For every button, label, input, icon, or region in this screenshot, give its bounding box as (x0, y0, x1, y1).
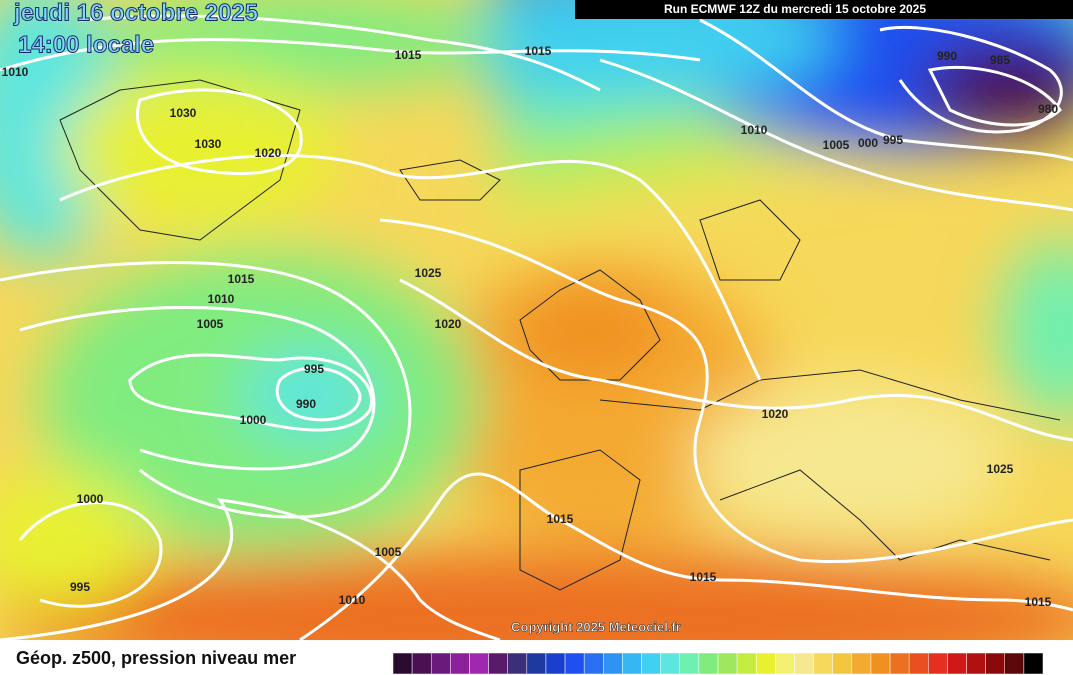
isobars (0, 14, 1073, 642)
isobar-label: 1005 (197, 317, 224, 331)
color-swatch (583, 652, 604, 675)
run-info: Run ECMWF 12Z du mercredi 15 octobre 202… (664, 2, 926, 16)
color-swatch (813, 652, 833, 675)
color-swatch (908, 652, 929, 675)
color-swatch (564, 652, 585, 675)
color-swatch (679, 652, 700, 675)
color-swatch (469, 652, 489, 675)
color-swatch (622, 652, 642, 675)
isobar-label: 1005 (823, 138, 850, 152)
isobar-label: 1015 (547, 512, 574, 526)
isobar-label: 1030 (170, 106, 197, 120)
isobar-label: 1015 (525, 44, 552, 58)
isobar-label: 000 (858, 136, 878, 150)
isobar-label: 1015 (690, 570, 717, 584)
color-swatch (832, 652, 853, 675)
color-swatch (430, 652, 451, 675)
isobar-label: 1015 (395, 48, 422, 62)
color-swatch (794, 652, 814, 675)
color-swatch (488, 652, 508, 675)
isobar-label: 990 (296, 397, 316, 411)
color-swatch (889, 652, 910, 675)
color-swatch (526, 652, 547, 675)
color-scale (392, 652, 1044, 675)
isobar-label: 1010 (339, 593, 366, 607)
color-swatch (717, 652, 738, 675)
copyright: Copyright 2025 Meteociel.fr (511, 619, 681, 634)
isobar-label: 1010 (2, 65, 29, 79)
isobar-labels: 1010 1015 1015 990 985 980 1030 1030 1020 1010 100… (2, 44, 1059, 609)
isobar-label: 1010 (741, 123, 768, 137)
isobar-label: 995 (70, 580, 90, 594)
isobar-label: 1025 (987, 462, 1014, 476)
color-swatch (870, 652, 891, 675)
color-swatch (603, 652, 623, 675)
color-swatch (698, 652, 719, 675)
color-swatch (1004, 652, 1025, 675)
isobar-label: 1015 (1025, 595, 1052, 609)
color-swatch (985, 652, 1006, 675)
color-swatch (545, 652, 566, 675)
color-swatch (966, 652, 986, 675)
date-title: jeudi 16 octobre 2025 (13, 0, 258, 26)
isobar-label: 985 (990, 53, 1010, 67)
coastlines (59, 79, 1061, 591)
color-swatch (851, 652, 872, 675)
color-swatch (1023, 652, 1044, 675)
isobar-label: 1000 (240, 413, 267, 427)
run-banner (575, 0, 1073, 19)
isobar-label: 1020 (255, 146, 282, 160)
color-swatch (755, 652, 776, 675)
footer-title: Géop. z500, pression niveau mer (16, 648, 296, 668)
color-swatch (775, 652, 795, 675)
isobar-label: 1000 (77, 492, 104, 506)
color-swatch (928, 652, 948, 675)
isobar-label: 980 (1038, 102, 1058, 116)
color-swatch (411, 652, 432, 675)
isobar-label: 995 (883, 133, 903, 147)
isobar-label: 1025 (415, 266, 442, 280)
color-swatch (947, 652, 967, 675)
time-title: 14:00 locale (18, 31, 154, 58)
isobar-label: 1010 (208, 292, 235, 306)
isobar-label: 995 (304, 362, 324, 376)
color-swatch (450, 652, 470, 675)
isobar-label: 1020 (435, 317, 462, 331)
isobar-label: 1020 (762, 407, 789, 421)
color-swatch (507, 652, 528, 675)
color-swatch (392, 652, 413, 675)
color-swatch (736, 652, 757, 675)
color-swatch (641, 652, 661, 675)
isobar-label: 1005 (375, 545, 402, 559)
isobar-label: 1030 (195, 137, 222, 151)
color-swatch (660, 652, 681, 675)
isobar-label: 1015 (228, 272, 255, 286)
isobar-label: 990 (937, 49, 957, 63)
